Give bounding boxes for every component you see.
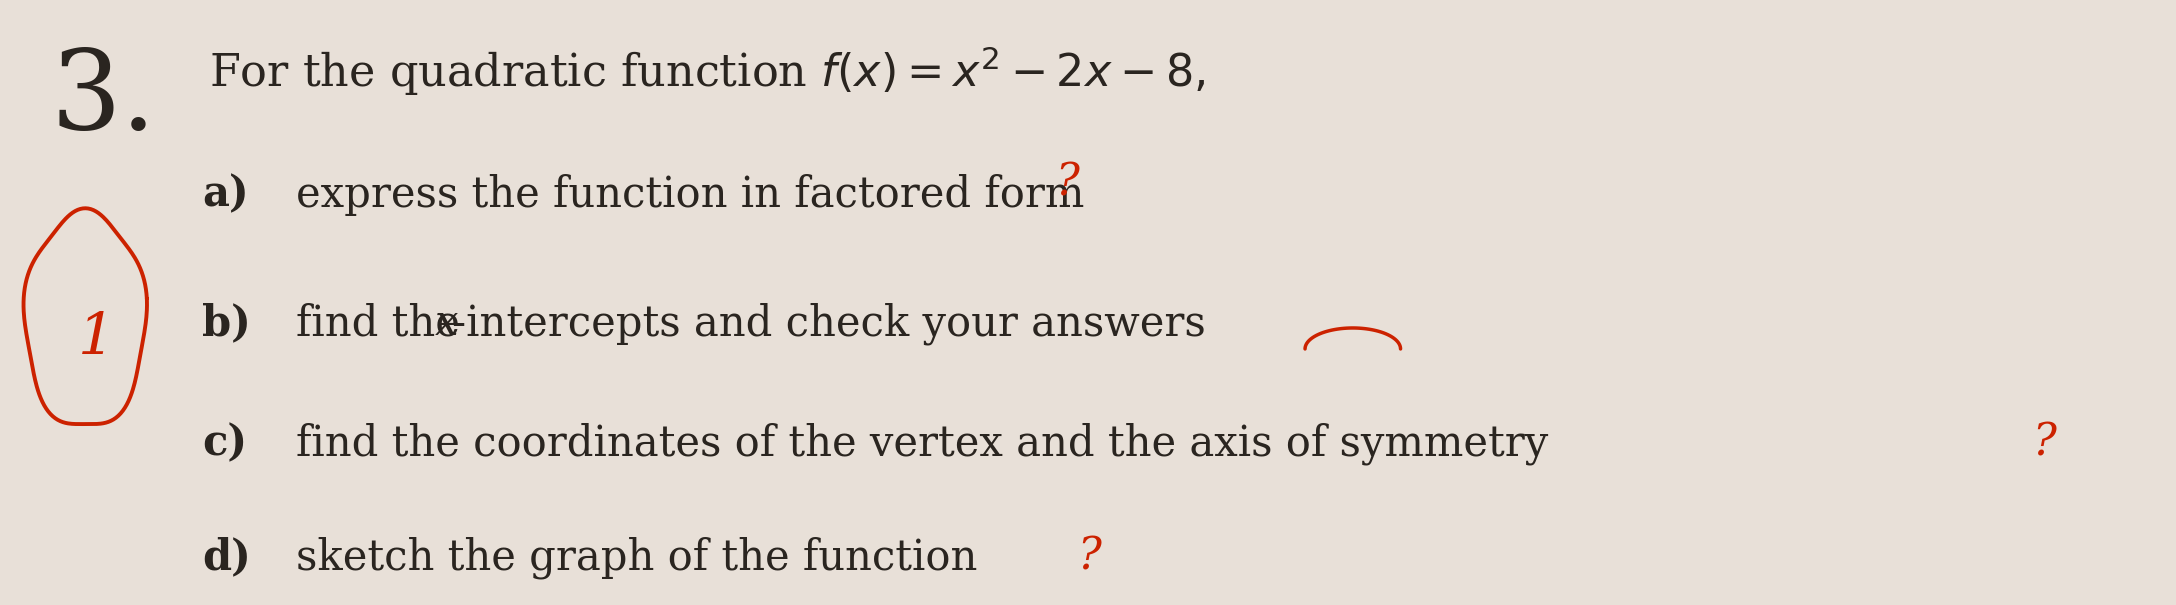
Text: ?: ? <box>1055 161 1079 204</box>
Text: d): d) <box>202 536 252 578</box>
Text: ?: ? <box>1077 535 1101 579</box>
Text: b): b) <box>202 302 252 344</box>
Text: a): a) <box>202 174 250 215</box>
Text: -intercepts and check your answers: -intercepts and check your answers <box>453 302 1206 345</box>
Text: x: x <box>435 302 459 344</box>
Text: 1: 1 <box>78 310 115 367</box>
Text: For the quadratic function $f(x) = x^2 - 2x - 8,$: For the quadratic function $f(x) = x^2 -… <box>209 45 1206 99</box>
Text: 3.: 3. <box>50 45 157 152</box>
Text: find the: find the <box>296 302 472 344</box>
Text: express the function in factored form: express the function in factored form <box>296 174 1084 215</box>
Text: c): c) <box>202 422 248 465</box>
Text: sketch the graph of the function: sketch the graph of the function <box>296 536 977 578</box>
Text: ?: ? <box>2032 422 2056 465</box>
Text: find the coordinates of the vertex and the axis of symmetry: find the coordinates of the vertex and t… <box>296 422 1547 465</box>
